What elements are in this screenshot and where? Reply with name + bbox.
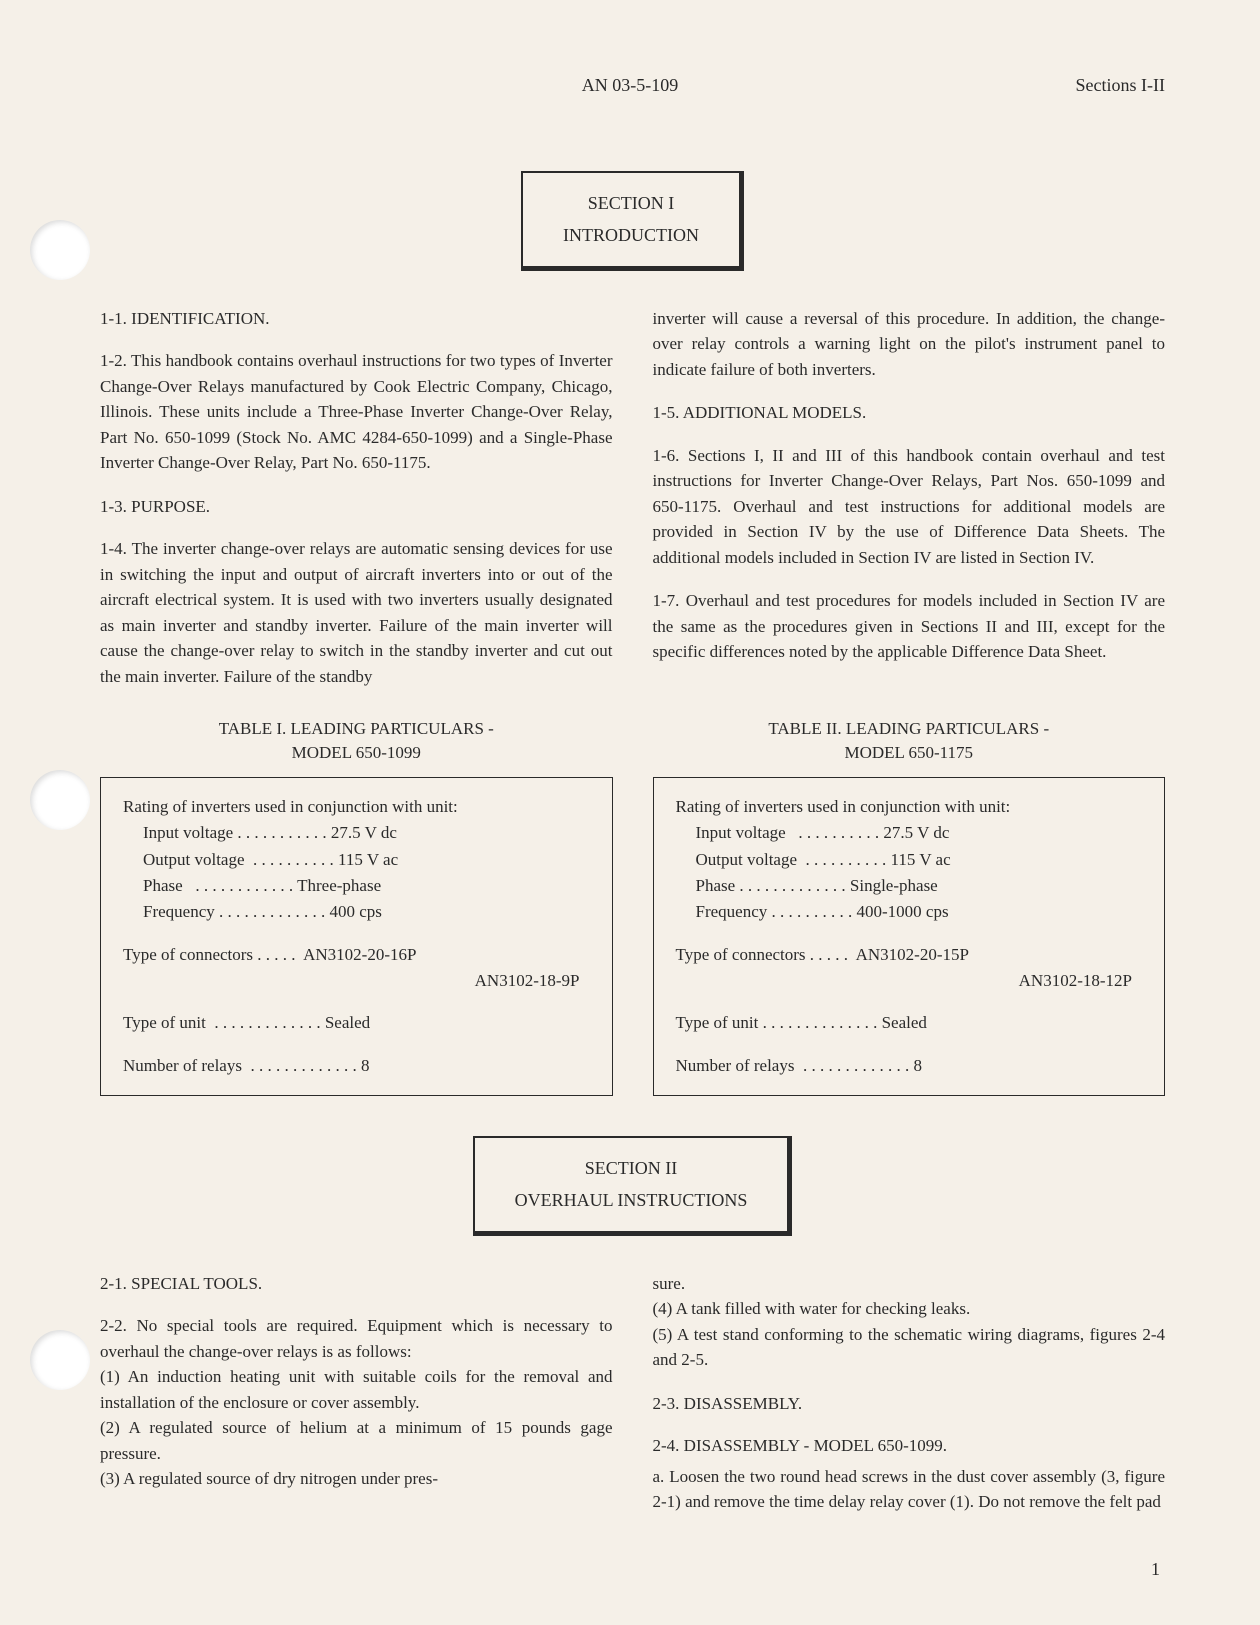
table-row: Number of relays . . . . . . . . . . . .… xyxy=(676,1053,1143,1079)
list-item: (2) A regulated source of helium at a mi… xyxy=(100,1415,613,1466)
section-number: SECTION I xyxy=(563,187,699,219)
table-row: AN3102-18-12P xyxy=(676,968,1143,994)
table-row: Phase . . . . . . . . . . . . Three-phas… xyxy=(143,873,590,899)
table-box: Rating of inverters used in conjunction … xyxy=(653,777,1166,1096)
table-box: Rating of inverters used in conjunction … xyxy=(100,777,613,1096)
section-indicator: Sections I-II xyxy=(1076,75,1165,96)
column-right: inverter will cause a reversal of this p… xyxy=(653,306,1166,690)
section-2-content: 2-1. SPECIAL TOOLS. 2-2. No special tool… xyxy=(100,1271,1165,1515)
table-row: Output voltage . . . . . . . . . . 115 V… xyxy=(696,847,1143,873)
para-heading: 1-1. IDENTIFICATION. xyxy=(100,306,613,332)
section-1-title-box: SECTION I INTRODUCTION xyxy=(521,171,744,271)
column-left: 2-1. SPECIAL TOOLS. 2-2. No special tool… xyxy=(100,1271,613,1515)
paragraph: inverter will cause a reversal of this p… xyxy=(653,306,1166,383)
para-heading: 2-3. DISASSEMBLY. xyxy=(653,1391,1166,1417)
column-right: sure. (4) A tank filled with water for c… xyxy=(653,1271,1166,1515)
section-title: OVERHAUL INSTRUCTIONS xyxy=(515,1184,748,1216)
paragraph: 1-6. Sections I, II and III of this hand… xyxy=(653,443,1166,571)
section-2-title-box: SECTION II OVERHAUL INSTRUCTIONS xyxy=(473,1136,793,1236)
tables-row: TABLE I. LEADING PARTICULARS - MODEL 650… xyxy=(100,709,1165,1096)
binder-hole xyxy=(30,770,90,830)
paragraph: 1-7. Overhaul and test procedures for mo… xyxy=(653,588,1166,665)
para-heading: 1-5. ADDITIONAL MODELS. xyxy=(653,400,1166,426)
table-title: TABLE II. LEADING PARTICULARS - MODEL 65… xyxy=(653,717,1166,765)
table-row: AN3102-18-9P xyxy=(123,968,590,994)
list-item: (1) An induction heating unit with suita… xyxy=(100,1364,613,1415)
section-1-content: 1-1. IDENTIFICATION. 1-2. This handbook … xyxy=(100,306,1165,690)
paragraph: 1-2. This handbook contains overhaul ins… xyxy=(100,348,613,476)
binder-hole xyxy=(30,1330,90,1390)
table-row: Type of connectors . . . . . AN3102-20-1… xyxy=(676,942,1143,968)
table-row: Number of relays . . . . . . . . . . . .… xyxy=(123,1053,590,1079)
table-2: TABLE II. LEADING PARTICULARS - MODEL 65… xyxy=(653,709,1166,1096)
list-item: (5) A test stand conforming to the schem… xyxy=(653,1322,1166,1373)
binder-hole xyxy=(30,220,90,280)
table-heading: Rating of inverters used in conjunction … xyxy=(123,794,590,820)
paragraph: 2-2. No special tools are required. Equi… xyxy=(100,1313,613,1364)
table-row: Frequency . . . . . . . . . . 400-1000 c… xyxy=(696,899,1143,925)
doc-number: AN 03-5-109 xyxy=(582,75,679,96)
paragraph: sure. xyxy=(653,1271,1166,1297)
section-title: INTRODUCTION xyxy=(563,219,699,251)
table-row: Type of unit . . . . . . . . . . . . . S… xyxy=(123,1010,590,1036)
table-row: Phase . . . . . . . . . . . . . Single-p… xyxy=(696,873,1143,899)
paragraph: 1-4. The inverter change-over relays are… xyxy=(100,536,613,689)
table-row: Input voltage . . . . . . . . . . . 27.5… xyxy=(143,820,590,846)
table-heading: Rating of inverters used in conjunction … xyxy=(676,794,1143,820)
para-heading: 2-1. SPECIAL TOOLS. xyxy=(100,1271,613,1297)
table-row: Type of connectors . . . . . AN3102-20-1… xyxy=(123,942,590,968)
table-row: Output voltage . . . . . . . . . . 115 V… xyxy=(143,847,590,873)
table-title: TABLE I. LEADING PARTICULARS - MODEL 650… xyxy=(100,717,613,765)
page-number: 1 xyxy=(1151,1559,1160,1580)
table-row: Frequency . . . . . . . . . . . . . 400 … xyxy=(143,899,590,925)
list-item: (3) A regulated source of dry nitrogen u… xyxy=(100,1466,613,1492)
section-number: SECTION II xyxy=(515,1152,748,1184)
table-1: TABLE I. LEADING PARTICULARS - MODEL 650… xyxy=(100,709,613,1096)
para-heading: 1-3. PURPOSE. xyxy=(100,494,613,520)
paragraph: a. Loosen the two round head screws in t… xyxy=(653,1464,1166,1515)
column-left: 1-1. IDENTIFICATION. 1-2. This handbook … xyxy=(100,306,613,690)
page-header: AN 03-5-109 Sections I-II xyxy=(100,75,1165,96)
list-item: (4) A tank filled with water for checkin… xyxy=(653,1296,1166,1322)
para-heading: 2-4. DISASSEMBLY - MODEL 650-1099. xyxy=(653,1433,1166,1459)
table-row: Type of unit . . . . . . . . . . . . . .… xyxy=(676,1010,1143,1036)
table-row: Input voltage . . . . . . . . . . 27.5 V… xyxy=(696,820,1143,846)
